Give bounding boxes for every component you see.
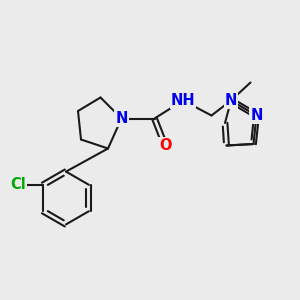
- Text: O: O: [159, 138, 171, 153]
- Text: Cl: Cl: [10, 177, 26, 192]
- Text: NH: NH: [171, 93, 195, 108]
- Text: N: N: [225, 93, 237, 108]
- Text: N: N: [115, 111, 128, 126]
- Text: N: N: [250, 108, 263, 123]
